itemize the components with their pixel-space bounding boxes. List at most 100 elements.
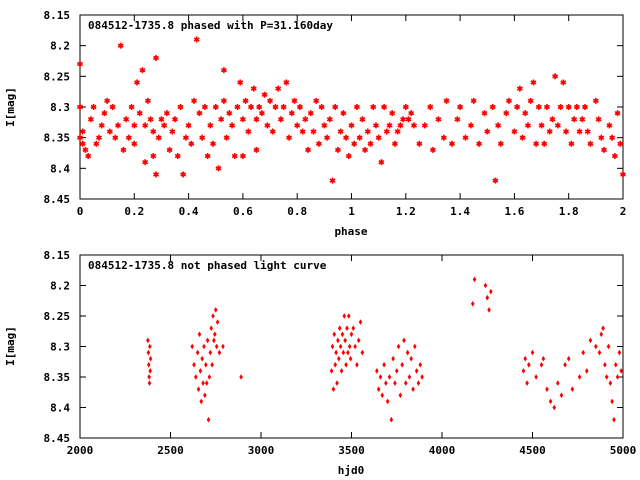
data-point [358,319,363,325]
data-point [245,128,252,135]
data-point [239,374,243,380]
data-point [169,128,176,135]
data-point [524,122,531,129]
data-point [148,355,153,362]
data-point [326,116,333,123]
phased-y-tick-label: 8.35 [44,132,71,145]
data-point [237,79,244,86]
data-point [120,146,127,153]
data-point [210,362,214,368]
data-point [218,116,225,123]
data-point [410,122,417,129]
data-point [367,140,374,147]
data-point [258,110,265,117]
data-point [599,331,604,338]
data-point [380,392,385,399]
data-point [612,416,616,423]
data-point [335,380,339,386]
data-point [214,343,219,350]
data-point [256,104,263,110]
unphased-chart-title: 084512-1735.8 not phased light curve [88,259,327,272]
data-point [147,116,154,123]
phased-x-tick-label: 0 [77,205,84,218]
data-point [382,362,386,368]
data-point [519,134,526,141]
data-point [329,368,334,374]
data-point [594,343,598,350]
data-point [318,104,325,110]
data-point [364,128,371,135]
data-point [345,325,349,331]
data-point [324,134,331,141]
phased-x-tick-label: 1.4 [450,205,470,218]
data-point [307,110,314,117]
data-point [568,140,575,147]
phased-y-axis-label: I[mag] [4,87,17,127]
data-point [194,374,198,380]
data-point [378,374,383,380]
data-point [619,368,623,374]
data-point [79,128,86,135]
data-point [347,343,352,350]
data-point [342,313,347,319]
data-point [211,313,215,319]
unphased-y-tick-label: 8.15 [44,249,71,262]
data-point [376,386,381,392]
data-point [283,79,290,86]
phased-y-tick-label: 8.45 [44,193,71,206]
data-point [185,122,192,129]
data-point [467,122,474,129]
data-point [146,349,151,356]
data-point [484,128,491,135]
data-point [180,171,187,178]
data-point [221,343,225,350]
data-point [87,116,94,123]
data-point [338,343,343,350]
data-point [489,104,496,110]
data-point [387,374,392,380]
data-point [128,104,135,110]
data-point [427,104,434,110]
data-point [448,140,455,147]
data-point [340,331,345,338]
data-point [150,153,157,160]
data-point [163,110,170,117]
data-point [291,97,298,104]
data-point [109,104,116,110]
data-point [212,337,216,344]
data-point [435,116,442,123]
data-point [470,301,475,307]
data-point [516,85,523,92]
data-point [557,104,564,110]
data-point [296,104,303,110]
data-point [106,128,113,135]
data-point [198,368,203,374]
data-point [457,104,464,110]
data-point [355,362,359,368]
unphased-x-axis-label: hjd0 [338,464,365,477]
data-point [351,140,358,147]
data-point [416,380,421,386]
data-point [272,104,279,110]
data-point [608,380,613,386]
data-point [440,134,447,141]
data-point [195,349,200,356]
data-point [77,61,83,68]
data-point [521,368,526,374]
data-point [147,374,151,380]
data-point [182,134,189,141]
data-point [548,398,553,405]
phased-y-tick-label: 8.2 [50,40,70,53]
data-point [341,349,346,356]
data-point [96,134,103,141]
data-point [400,116,407,123]
phased-data-points [77,36,626,184]
data-point [146,362,151,368]
data-point [378,159,385,166]
data-point [429,146,436,153]
data-point [394,128,401,135]
data-point [253,146,260,153]
phased-y-tick-label: 8.15 [44,9,71,22]
unphased-y-tick-label: 8.35 [44,371,71,384]
data-point [402,104,409,110]
